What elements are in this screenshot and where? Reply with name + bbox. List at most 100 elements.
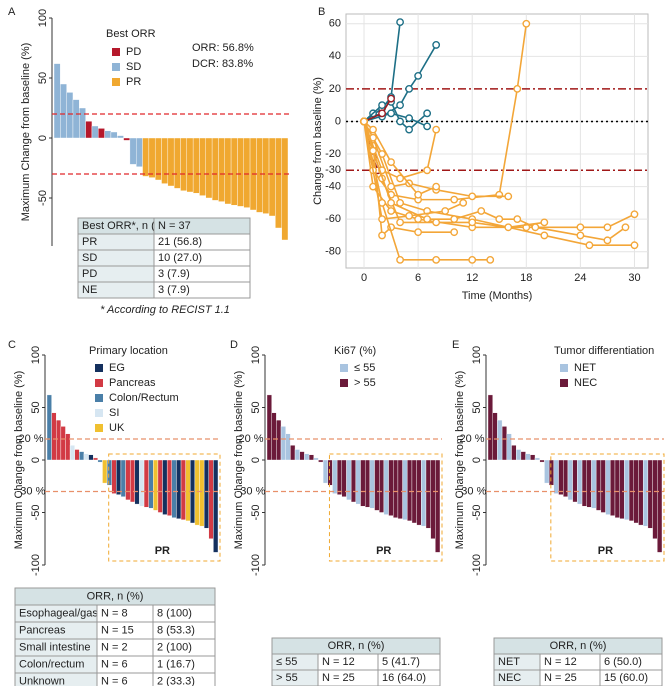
y-axis-label: Maximum Change from baseline (%) xyxy=(233,371,245,550)
legend-label: PD xyxy=(126,46,141,58)
bar xyxy=(360,459,366,507)
bar xyxy=(148,459,154,509)
bar xyxy=(558,459,564,495)
bar xyxy=(336,459,343,495)
y-tick-label: -20 xyxy=(325,148,341,160)
reference-label: 20 % xyxy=(459,433,484,445)
bar xyxy=(79,451,85,461)
y-tick-label: 100 xyxy=(250,346,262,364)
y-tick-label: -50 xyxy=(471,505,483,521)
bar xyxy=(577,459,583,505)
patient-line xyxy=(363,112,428,128)
panel-letter: B xyxy=(318,6,325,18)
table-cell-text: N = 8 xyxy=(101,607,128,619)
bar xyxy=(595,459,602,511)
data-point xyxy=(405,84,414,93)
bar xyxy=(180,137,188,191)
data-point xyxy=(378,215,386,224)
data-point xyxy=(423,122,432,131)
x-tick-label: 6 xyxy=(415,272,421,284)
bar xyxy=(199,459,205,527)
data-point xyxy=(450,228,459,237)
data-point xyxy=(387,158,395,167)
bar xyxy=(332,459,338,494)
data-point xyxy=(432,182,441,191)
table-cell-text: NEC xyxy=(498,672,521,684)
bar xyxy=(266,394,272,461)
bar xyxy=(407,459,413,522)
bar xyxy=(416,459,422,526)
bar xyxy=(294,449,300,461)
legend-title: Tumor differentiation xyxy=(554,345,654,357)
table-cell-text: PD xyxy=(82,268,97,280)
table-cell-text: 15 (60.0) xyxy=(604,672,648,684)
data-point xyxy=(414,190,423,199)
legend-label: > 55 xyxy=(354,377,376,389)
bar xyxy=(102,459,108,484)
table-cell-text: 21 (56.8) xyxy=(158,236,202,248)
table-cell-text: Pancreas xyxy=(19,624,66,636)
reference-label: -30 % xyxy=(17,485,46,497)
bar xyxy=(208,459,214,539)
bar xyxy=(213,459,219,553)
bar xyxy=(290,445,296,461)
bar xyxy=(268,137,276,217)
bar xyxy=(237,137,244,207)
pr-label: PR xyxy=(376,545,391,557)
table-cell-text: 6 (50.0) xyxy=(604,656,642,668)
x-tick-label: 12 xyxy=(466,272,478,284)
bar xyxy=(117,135,124,139)
bar xyxy=(304,453,310,461)
data-point xyxy=(585,241,594,250)
data-point xyxy=(387,109,395,118)
legend-swatch xyxy=(340,379,348,387)
table-cell-text: N = 12 xyxy=(544,656,577,668)
table-cell-text: Unknown xyxy=(19,675,65,686)
bar xyxy=(161,137,169,184)
bar xyxy=(600,459,606,513)
data-point xyxy=(540,231,549,240)
bar xyxy=(346,459,352,501)
bar xyxy=(308,454,314,461)
legend-swatch xyxy=(95,379,103,387)
data-point xyxy=(396,18,404,27)
bar xyxy=(383,459,389,515)
data-point xyxy=(450,195,459,204)
legend-label: UK xyxy=(109,422,125,434)
y-tick-label: 0 xyxy=(30,457,42,463)
bar xyxy=(313,457,319,461)
y-tick-label: -100 xyxy=(250,554,262,576)
data-point xyxy=(396,218,404,227)
bar xyxy=(205,137,213,199)
bar xyxy=(157,459,163,513)
data-point xyxy=(513,84,522,93)
table-cell-text: 1 (16.7) xyxy=(157,658,195,670)
bar xyxy=(652,459,658,539)
data-point xyxy=(405,211,414,220)
bar xyxy=(53,63,61,139)
bar xyxy=(657,459,663,553)
data-point xyxy=(459,198,468,207)
bar xyxy=(211,137,219,201)
bar xyxy=(194,459,200,526)
data-point xyxy=(405,114,414,123)
bar xyxy=(642,459,649,527)
patient-line xyxy=(363,23,528,201)
y-tick-label: -50 xyxy=(37,190,49,206)
table-cell-text: N = 12 xyxy=(322,656,355,668)
bar xyxy=(501,426,508,461)
legend-swatch xyxy=(112,78,120,86)
legend-swatch xyxy=(560,364,568,372)
annotation: ORR: 56.8% xyxy=(192,42,254,54)
annotation: DCR: 83.8% xyxy=(192,58,253,70)
bar xyxy=(116,459,122,495)
y-tick-label: 50 xyxy=(37,72,49,84)
data-point xyxy=(504,192,513,201)
legend-swatch xyxy=(112,48,120,56)
legend-swatch xyxy=(95,394,103,402)
bar xyxy=(91,125,99,139)
bar xyxy=(60,426,66,461)
bar xyxy=(530,454,536,461)
bar xyxy=(85,120,93,139)
legend-swatch xyxy=(95,409,103,417)
